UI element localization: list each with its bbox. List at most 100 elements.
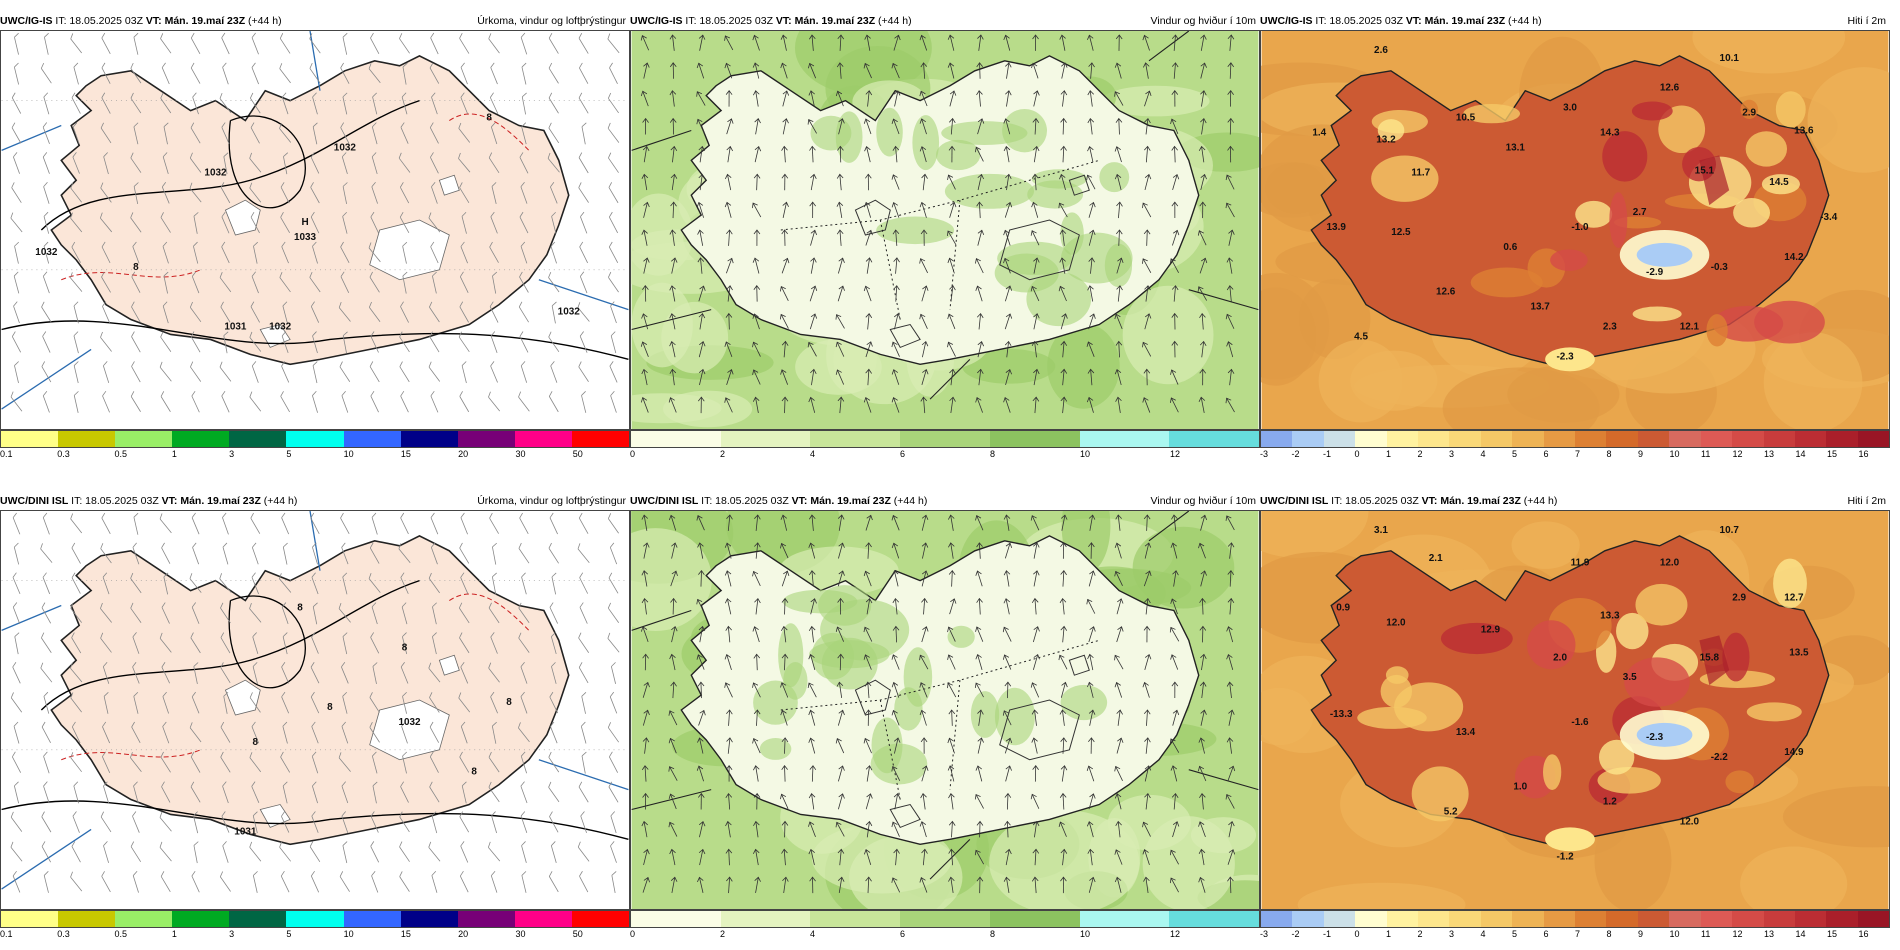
colorbar-swatch [1480, 431, 1513, 447]
map-value-label: 1032 [35, 247, 58, 258]
colorbar-tick-label: 12 [1170, 929, 1181, 939]
colorbar-tick-label: 2 [720, 929, 726, 939]
colorbar-tick-label: 9 [1638, 929, 1644, 939]
panel-header: UWC/IG-IS IT: 18.05.2025 03Z VT: Mán. 19… [0, 12, 630, 30]
map-value-label: 13.5 [1789, 647, 1809, 658]
colorbar-swatch [1637, 911, 1670, 927]
colorbar-tick-label: 20 [458, 929, 469, 939]
colorbar-tick-label: 0 [1354, 929, 1360, 939]
colorbar-swatch [1732, 431, 1764, 447]
map-value-label: 8 [506, 697, 512, 708]
map-area: 2.6 10.1 12.6 3.0 2.9 10.5 1.4 14.3 13.6 13.2 13.1… [1260, 30, 1890, 430]
colorbar-swatch [1355, 911, 1387, 927]
map-svg [631, 31, 1259, 429]
map-value-label: 2.3 [1603, 322, 1617, 333]
colorbar-tick-label: 1 [1386, 929, 1392, 939]
map-area: H 1033 1032 1032 1032 1031 1032 1032 8 8 [0, 30, 630, 430]
colorbar-tick-label: 9 [1638, 449, 1644, 459]
map-value-label: 10.1 [1720, 53, 1740, 64]
map-value-label: 13.9 [1327, 222, 1347, 233]
init-time: IT: 18.05.2025 03Z [701, 495, 789, 507]
colorbar-tick-label: 15 [400, 449, 411, 459]
colorbar-swatch [1, 431, 59, 447]
colorbar-swatch [1449, 431, 1481, 447]
colorbar-swatch [1857, 431, 1890, 447]
colorbar-tick-label: 8 [990, 929, 996, 939]
colorbar-swatch [1386, 431, 1419, 447]
colorbar-tick-label: 6 [1543, 929, 1549, 939]
colorbar-swatch [286, 431, 344, 447]
valid-time: VT: Mán. 19.maí 23Z [791, 495, 891, 507]
colorbar-tick-label: 2 [720, 449, 726, 459]
colorbar-tick-label: 20 [458, 449, 469, 459]
model-name: UWC/IG-IS [0, 15, 53, 27]
valid-time: VT: Mán. 19.maí 23Z [1421, 495, 1521, 507]
map-value-label: 1032 [269, 322, 292, 333]
colorbar-swatch [1637, 431, 1670, 447]
colorbar [0, 430, 630, 448]
map-value-label: 12.0 [1660, 558, 1680, 569]
colorbar-swatch [1826, 911, 1858, 927]
colorbar-tick-label: 0 [630, 929, 636, 939]
map-value-label: 2.7 [1633, 207, 1647, 218]
colorbar-tick-label: 16 [1858, 449, 1869, 459]
map-value-label: 4.5 [1354, 331, 1368, 342]
product-title: Vindur og hviður í 10m [1150, 495, 1256, 507]
colorbar-tick-label: 0.1 [0, 449, 13, 459]
map-value-label: 12.0 [1680, 816, 1700, 827]
map-value-label: -1.6 [1571, 717, 1589, 728]
product-title: Vindur og hviður í 10m [1150, 15, 1256, 27]
colorbar [1260, 910, 1890, 928]
colorbar-swatch [1386, 911, 1419, 927]
colorbar-swatch [1169, 911, 1260, 927]
panel-r1c3: UWC/IG-IS IT: 18.05.2025 03Z VT: Mán. 19… [1260, 12, 1890, 464]
colorbar-tick-label: 3 [229, 929, 235, 939]
colorbar-swatch [1449, 911, 1481, 927]
colorbar-swatch [115, 431, 173, 447]
model-name: UWC/IG-IS [630, 15, 683, 27]
map-value-label: 12.1 [1680, 322, 1700, 333]
colorbar-tick-label: 1 [171, 929, 177, 939]
panel-header: UWC/IG-IS IT: 18.05.2025 03Z VT: Mán. 19… [1260, 12, 1890, 30]
colorbar-swatch [1606, 911, 1638, 927]
colorbar-swatch [1292, 911, 1324, 927]
colorbar-tick-label: 5 [1512, 929, 1518, 939]
colorbar-tick-label: 30 [515, 929, 526, 939]
colorbar-tick-label: 15 [1827, 929, 1838, 939]
colorbar-tick-label: 5 [1512, 449, 1518, 459]
colorbar-swatch [571, 431, 630, 447]
map-value-label: 15.1 [1695, 165, 1715, 176]
colorbar-swatch [514, 911, 572, 927]
init-time: IT: 18.05.2025 03Z [55, 15, 143, 27]
map-value-label: 13.3 [1600, 610, 1620, 621]
colorbar-tick-label: 10 [343, 449, 354, 459]
map-value-label: 1.4 [1312, 127, 1326, 138]
map-area [630, 510, 1260, 910]
colorbar-swatch [1, 911, 59, 927]
map-value-label: -1.2 [1556, 851, 1574, 862]
map-value-label: -2.3 [1556, 351, 1574, 362]
map-value-label: 2.0 [1553, 652, 1567, 663]
colorbar-swatch [1794, 431, 1827, 447]
colorbar-swatch [343, 911, 401, 927]
colorbar-tick-label: 11 [1701, 929, 1711, 939]
lead-time: (+44 h) [248, 15, 282, 27]
map-value-label: 14.2 [1784, 252, 1804, 263]
colorbar-swatch [1079, 431, 1170, 447]
colorbar-tick-label: 10 [1669, 449, 1680, 459]
colorbar-swatch [1323, 911, 1356, 927]
colorbar-tick-label: 10 [343, 929, 354, 939]
map-value-label: 13.4 [1456, 727, 1476, 738]
colorbar-tick-label: 11 [1701, 449, 1711, 459]
colorbar-ticks: -3 -2 -1 0 1 2 3 4 5 6 7 8 9 10 11 12 13 14 15 16 [1260, 448, 1890, 462]
colorbar-swatch [58, 431, 116, 447]
map-value-label: -2.3 [1646, 732, 1664, 743]
map-value-label: 8 [253, 737, 259, 748]
colorbar-ticks: -3 -2 -1 0 1 2 3 4 5 6 7 8 9 10 11 12 13 14 15 16 [1260, 928, 1890, 942]
map-value-label: 3.0 [1563, 103, 1577, 114]
map-area: 8 8 8 8 8 8 1032 1031 [0, 510, 630, 910]
map-value-label: 12.7 [1784, 593, 1804, 604]
panel-r1c1: UWC/IG-IS IT: 18.05.2025 03Z VT: Mán. 19… [0, 12, 630, 464]
colorbar-tick-label: 1 [171, 449, 177, 459]
colorbar-tick-label: 13 [1764, 929, 1775, 939]
